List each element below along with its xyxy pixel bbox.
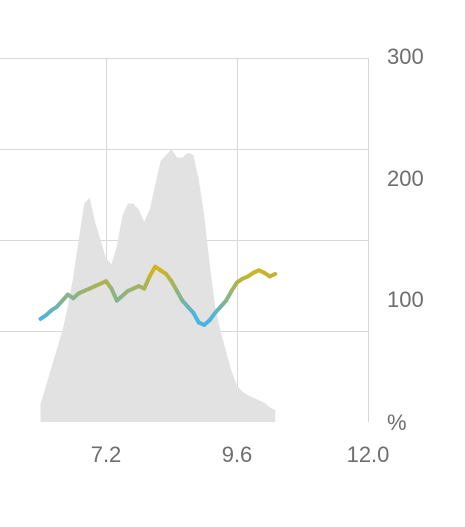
- area-series: [40, 149, 276, 422]
- axis-labels: 7.2 9.6 12.0 300 200 100 %: [91, 44, 424, 467]
- y-unit-label: %: [387, 410, 407, 435]
- line-segment: [267, 271, 278, 279]
- line-segment: [109, 286, 119, 303]
- x-tick-label-12-0: 12.0: [347, 442, 390, 467]
- line-series: [38, 264, 278, 327]
- x-tick-label-9-6: 9.6: [222, 442, 253, 467]
- y-tick-label-200: 200: [387, 166, 424, 191]
- area-fill: [40, 149, 276, 422]
- x-tick-label-7-2: 7.2: [91, 442, 122, 467]
- line-segment: [142, 274, 152, 291]
- y-tick-label-300: 300: [387, 44, 424, 69]
- y-tick-label-100: 100: [387, 287, 424, 312]
